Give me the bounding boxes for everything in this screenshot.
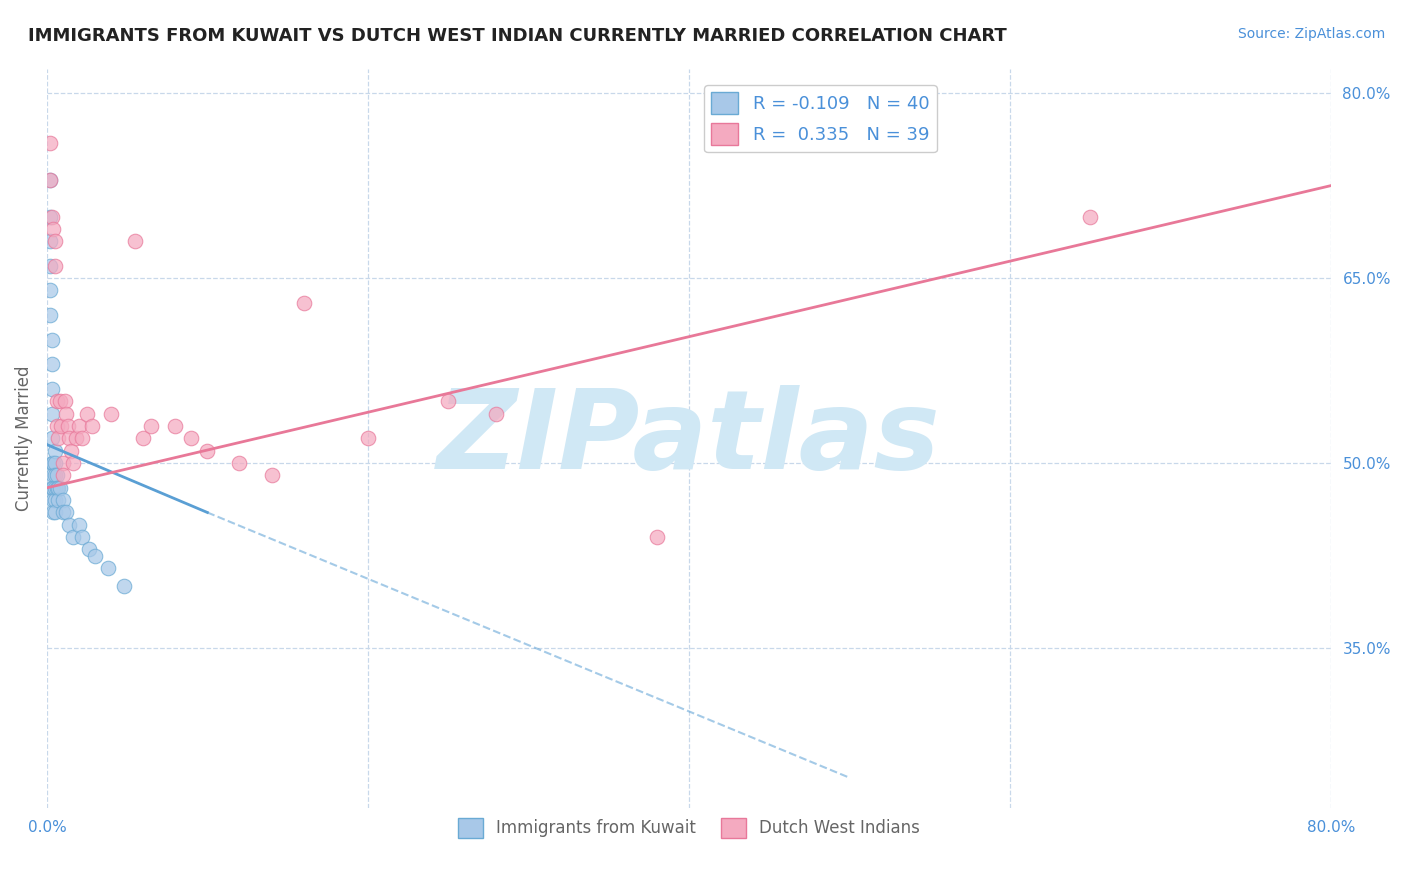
Point bbox=[97, 561, 120, 575]
Point bbox=[67, 517, 90, 532]
Point bbox=[62, 530, 84, 544]
Point bbox=[39, 234, 62, 248]
Point bbox=[44, 481, 66, 495]
Text: IMMIGRANTS FROM KUWAIT VS DUTCH WEST INDIAN CURRENTLY MARRIED CORRELATION CHART: IMMIGRANTS FROM KUWAIT VS DUTCH WEST IND… bbox=[28, 27, 1007, 45]
Point bbox=[53, 394, 76, 409]
Point bbox=[51, 419, 73, 434]
Point bbox=[56, 419, 79, 434]
Point bbox=[52, 493, 75, 508]
Point bbox=[437, 394, 460, 409]
Point bbox=[52, 468, 75, 483]
Point bbox=[292, 295, 315, 310]
Point bbox=[357, 432, 380, 446]
Point bbox=[52, 456, 75, 470]
Point bbox=[67, 419, 90, 434]
Point bbox=[132, 432, 155, 446]
Point bbox=[55, 506, 77, 520]
Point bbox=[41, 210, 63, 224]
Text: ZIPatlas: ZIPatlas bbox=[437, 385, 941, 492]
Point bbox=[41, 333, 63, 347]
Point bbox=[124, 234, 146, 248]
Point bbox=[42, 456, 65, 470]
Point bbox=[77, 542, 100, 557]
Point bbox=[1078, 210, 1101, 224]
Point bbox=[44, 493, 66, 508]
Point bbox=[70, 530, 93, 544]
Point bbox=[42, 222, 65, 236]
Point bbox=[65, 432, 87, 446]
Point bbox=[80, 419, 103, 434]
Point bbox=[45, 419, 67, 434]
Point bbox=[46, 432, 69, 446]
Point bbox=[41, 382, 63, 396]
Point bbox=[44, 443, 66, 458]
Point bbox=[44, 506, 66, 520]
Point bbox=[39, 284, 62, 298]
Point bbox=[44, 456, 66, 470]
Point bbox=[59, 443, 82, 458]
Point bbox=[100, 407, 122, 421]
Point bbox=[46, 493, 69, 508]
Point bbox=[55, 407, 77, 421]
Point bbox=[52, 506, 75, 520]
Point bbox=[46, 481, 69, 495]
Point bbox=[58, 517, 80, 532]
Point bbox=[70, 432, 93, 446]
Point bbox=[48, 481, 70, 495]
Point bbox=[42, 493, 65, 508]
Point bbox=[62, 456, 84, 470]
Point bbox=[44, 259, 66, 273]
Point bbox=[39, 172, 62, 186]
Point bbox=[112, 579, 135, 593]
Point bbox=[39, 259, 62, 273]
Point bbox=[45, 468, 67, 483]
Point bbox=[39, 308, 62, 322]
Point bbox=[41, 407, 63, 421]
Point bbox=[41, 432, 63, 446]
Point bbox=[39, 136, 62, 150]
Point bbox=[41, 456, 63, 470]
Point bbox=[45, 394, 67, 409]
Point bbox=[39, 210, 62, 224]
Point bbox=[48, 394, 70, 409]
Point bbox=[180, 432, 202, 446]
Point bbox=[260, 468, 283, 483]
Point bbox=[41, 481, 63, 495]
Point bbox=[39, 172, 62, 186]
Point bbox=[41, 358, 63, 372]
Text: Source: ZipAtlas.com: Source: ZipAtlas.com bbox=[1237, 27, 1385, 41]
Legend: Immigrants from Kuwait, Dutch West Indians: Immigrants from Kuwait, Dutch West India… bbox=[451, 811, 927, 845]
Point bbox=[44, 468, 66, 483]
Point bbox=[44, 234, 66, 248]
Point bbox=[58, 432, 80, 446]
Point bbox=[228, 456, 250, 470]
Point bbox=[84, 549, 107, 563]
Point bbox=[645, 530, 668, 544]
Point bbox=[141, 419, 163, 434]
Point bbox=[76, 407, 98, 421]
Point bbox=[485, 407, 508, 421]
Point bbox=[42, 506, 65, 520]
Point bbox=[165, 419, 187, 434]
Y-axis label: Currently Married: Currently Married bbox=[15, 366, 32, 511]
Point bbox=[45, 481, 67, 495]
Point bbox=[42, 468, 65, 483]
Point bbox=[195, 443, 218, 458]
Point bbox=[42, 481, 65, 495]
